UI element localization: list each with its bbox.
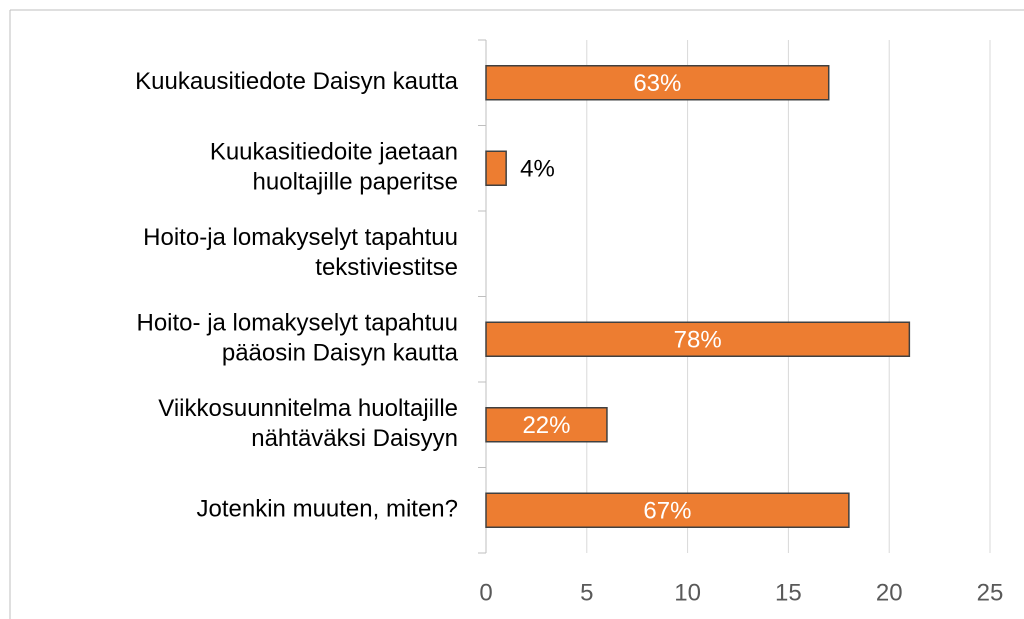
category-label-line: Kuukausitiedote Daisyn kautta [135,68,459,95]
x-tick-label: 10 [674,579,701,606]
x-tick-label: 15 [775,579,802,606]
x-tick-label: 5 [580,579,593,606]
bar [485,150,507,186]
x-tick-label: 25 [977,579,1004,606]
category-label-line: huoltajille paperitse [253,169,458,196]
bar [485,492,850,528]
category-label-line: pääosin Daisyn kautta [222,340,459,367]
category-label-line: Hoito- ja lomakyselyt tapahtuu [137,310,459,337]
category-label-line: Kuukasitiedoite jaetaan [210,139,458,166]
category-label-line: nähtäväksi Daisyyn [251,425,458,452]
value-label: 63% [633,70,681,97]
value-label: 78% [674,327,722,354]
category-label-line: Viikkosuunnitelma huoltajille [158,395,458,422]
category-label: Hoito-ja lomakyselyt tapahtuu tekstiviest… [143,224,458,281]
bar [485,65,830,101]
bar [485,407,608,443]
category-label: Kuukasitiedoite jaetaan huoltajille paper… [210,139,458,196]
bar [485,321,911,357]
category-label: Viikkosuunnitelma huoltajille nähtäväksi … [158,395,458,452]
value-label: 4% [520,156,555,183]
category-label: Jotenkin muuten, miten? [197,496,458,523]
category-label: Hoito- ja lomakyselyt tapahtuu pääosin Da… [137,310,459,367]
category-label-line: Jotenkin muuten, miten? [197,496,458,523]
x-tick-label: 0 [479,579,492,606]
x-tick-label: 20 [876,579,903,606]
category-label-line: Hoito-ja lomakyselyt tapahtuu [143,224,458,251]
category-label: Kuukausitiedote Daisyn kautta [135,68,459,95]
value-label: 67% [643,498,691,525]
value-label: 22% [522,412,570,439]
category-label-line: tekstiviestitse [315,254,458,281]
